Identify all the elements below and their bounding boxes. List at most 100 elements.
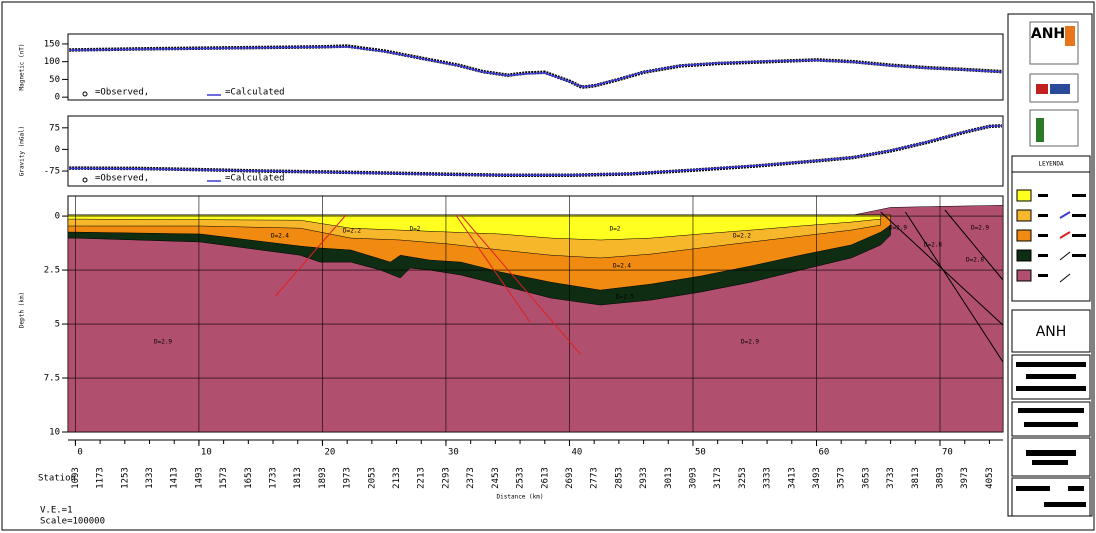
station-label: 1173 — [96, 467, 106, 489]
x-tick-label: 40 — [571, 448, 582, 458]
station-label: 1573 — [219, 467, 229, 489]
station-label: 3413 — [787, 467, 797, 489]
density-label: D=2.2 — [343, 228, 361, 235]
station-label: 3973 — [960, 467, 970, 489]
legend-title: LEYENDA — [1038, 161, 1064, 168]
station-label: 1093 — [71, 467, 81, 489]
y-tick-label: 150 — [44, 39, 60, 49]
y-tick-label: 0 — [55, 145, 60, 155]
title-block — [1011, 309, 1091, 353]
y-tick-label: 100 — [44, 57, 60, 67]
legend-line — [1059, 251, 1071, 261]
logo-mark — [1036, 118, 1044, 142]
density-label: D=2.5 — [616, 294, 634, 301]
y-tick-label: 50 — [49, 75, 60, 85]
density-label: D=2 — [410, 226, 421, 233]
density-label: D=2.9 — [741, 339, 759, 346]
block — [1011, 437, 1091, 477]
station-label: 2613 — [540, 467, 550, 489]
station-label: 2373 — [466, 467, 476, 489]
legend-line — [1059, 211, 1071, 219]
bar — [1032, 460, 1068, 465]
swatch — [1016, 209, 1032, 222]
station-label: 1493 — [194, 467, 204, 489]
station-label: 3893 — [936, 467, 946, 489]
station-label: 3013 — [664, 467, 674, 489]
station-title: Station — [38, 474, 76, 484]
y-tick-label: 5 — [55, 320, 60, 330]
station-label: 2533 — [516, 467, 526, 489]
y-tick-label: 75 — [49, 123, 60, 133]
scale: Scale=100000 — [40, 517, 105, 527]
station-label: 1813 — [293, 467, 303, 489]
logo-mark — [1065, 26, 1075, 46]
legend-bar — [1038, 274, 1048, 277]
legend-bar — [1038, 254, 1048, 257]
station-label: 1333 — [145, 467, 155, 489]
fault-line — [275, 214, 347, 297]
density-label: D=2.8 — [924, 242, 942, 249]
legend-bar — [1072, 234, 1086, 237]
station-label: 2053 — [367, 467, 377, 489]
fault-line — [904, 211, 1004, 363]
density-label: D=2.8 — [966, 257, 984, 264]
legend-line — [1059, 273, 1071, 283]
station-label: 3093 — [688, 467, 698, 489]
bar — [1016, 362, 1086, 367]
logo-mark — [1050, 84, 1070, 94]
legend-marker — [82, 177, 88, 183]
station-label: 3333 — [763, 467, 773, 489]
x-axis-label: Distance (km) — [497, 494, 544, 501]
x-tick-label: 30 — [448, 448, 459, 458]
station-label: 3493 — [812, 467, 822, 489]
density-label: D=2.9 — [889, 225, 907, 232]
vertical-exaggeration: V.E.=1 — [40, 506, 73, 516]
legend-bar — [1038, 234, 1048, 237]
station-label: 2693 — [565, 467, 575, 489]
logo-text: ANH — [1031, 26, 1065, 42]
station-label: 1253 — [120, 467, 130, 489]
series-line — [69, 46, 1002, 88]
y-tick-label: -75 — [44, 167, 60, 177]
legend-box — [1011, 155, 1091, 302]
legend-swatches — [1016, 189, 1086, 283]
station-label: 2453 — [491, 467, 501, 489]
legend-label: =Observed, — [95, 88, 149, 98]
legend-bar — [1072, 214, 1086, 217]
legend-label: =Calculated — [225, 174, 285, 184]
y-axis-label: Magnetic (nT) — [19, 44, 26, 91]
title-block-text: ANH — [1036, 324, 1067, 340]
density-label: D=2.9 — [971, 225, 989, 232]
density-label: D=2.2 — [733, 233, 751, 240]
x-tick-label: 50 — [695, 448, 706, 458]
swatch — [1016, 189, 1032, 202]
bar — [1068, 486, 1084, 491]
station-label: 2933 — [639, 467, 649, 489]
layer-body — [67, 214, 881, 241]
series-line — [69, 125, 1002, 177]
station-label: 1653 — [244, 467, 254, 489]
station-label: 2853 — [614, 467, 624, 489]
station-label: 1893 — [318, 467, 328, 489]
bar — [1044, 502, 1086, 507]
legend-bar — [1038, 214, 1048, 217]
bar — [1026, 450, 1076, 456]
density-label: D=2.4 — [613, 263, 631, 270]
fault-line — [944, 209, 1004, 281]
y-tick-label: 7.5 — [44, 374, 60, 384]
x-tick-label: 60 — [818, 448, 829, 458]
station-label: 2213 — [417, 467, 427, 489]
block — [1011, 354, 1091, 400]
station-label: 2133 — [392, 467, 402, 489]
bar — [1018, 408, 1084, 413]
legend-bar — [1038, 194, 1048, 197]
station-label: 4053 — [985, 467, 995, 489]
legend-label: =Calculated — [225, 88, 285, 98]
title-block-bars — [1011, 354, 1091, 517]
x-tick-label: 20 — [324, 448, 335, 458]
station-label: 3573 — [837, 467, 847, 489]
y-tick-label: 0 — [55, 212, 60, 222]
bar — [1024, 422, 1078, 427]
